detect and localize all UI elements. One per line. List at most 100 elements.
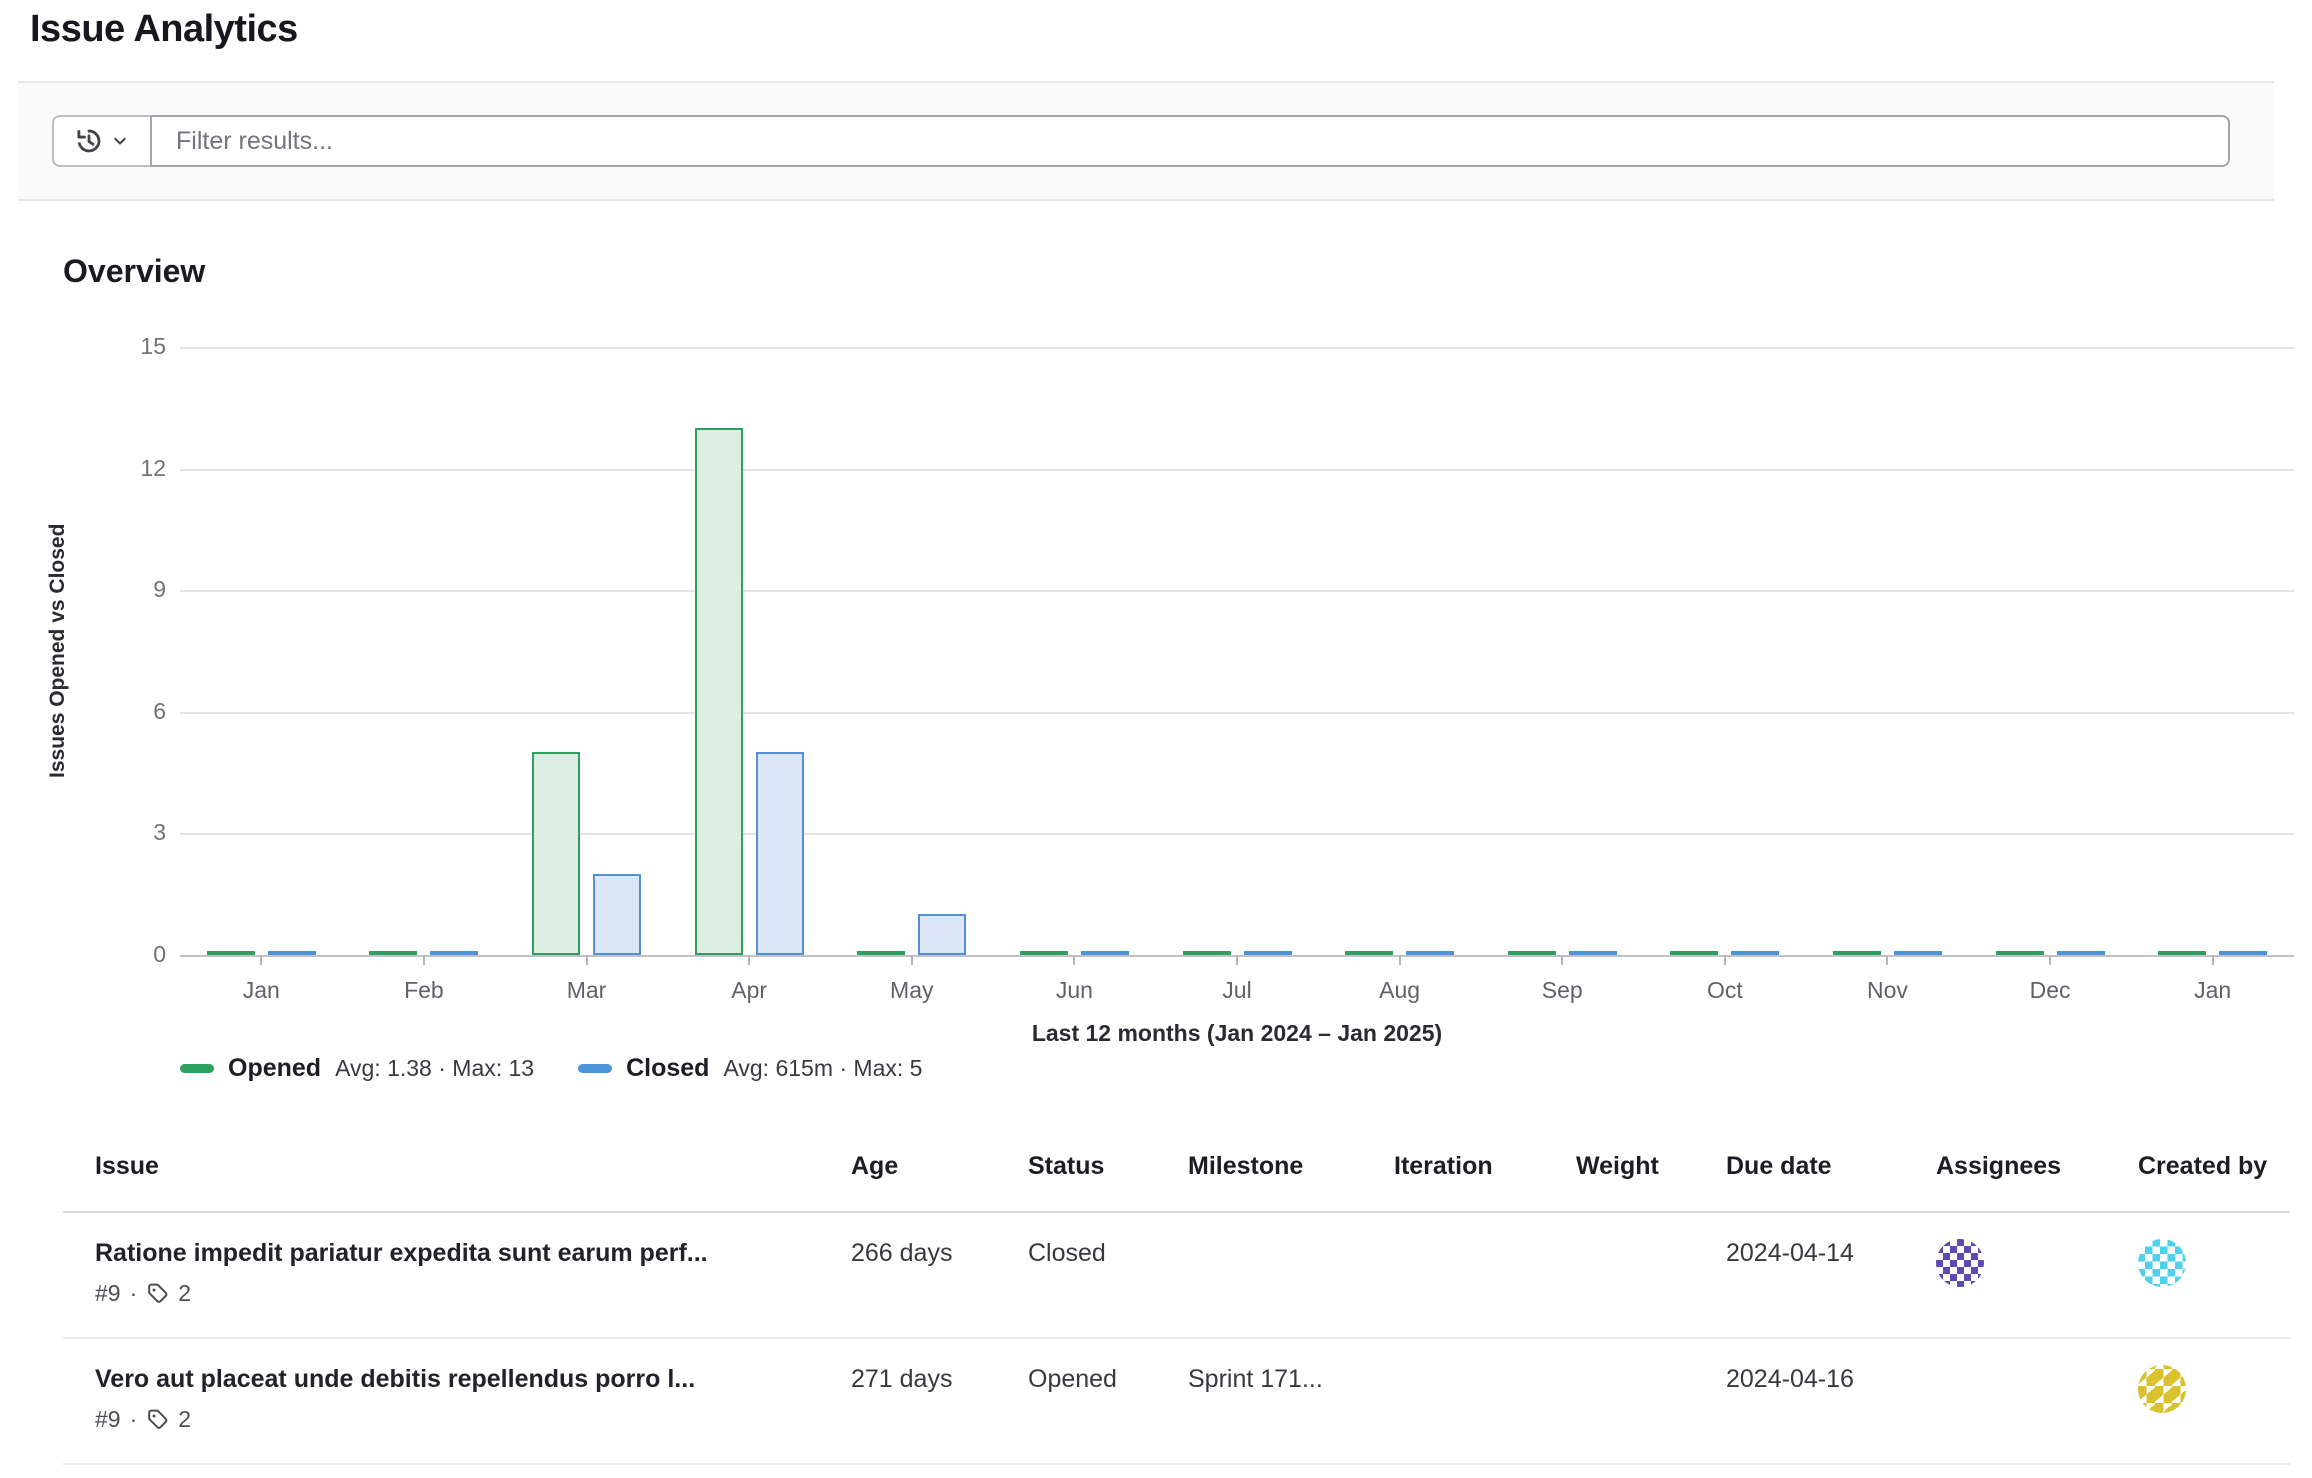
assignees-cell: [1920, 1212, 2122, 1339]
x-axis-label: Last 12 months (Jan 2024 – Jan 2025): [1031, 1020, 1443, 1046]
x-tick-0: [260, 955, 263, 965]
bar-closed-feb-1[interactable]: [430, 951, 479, 955]
y-tick-3: 3: [153, 819, 166, 846]
month-label-jun-5: Jun: [1055, 977, 1093, 1003]
bar-opened-jan-0[interactable]: [206, 951, 255, 955]
age-cell: 271 days: [835, 1338, 1012, 1465]
x-tick-8: [1561, 955, 1564, 965]
bar-opened-may-4[interactable]: [857, 951, 906, 955]
bar-closed-jul-6[interactable]: [1243, 951, 1292, 955]
page-title: Issue Analytics: [30, 8, 298, 50]
month-label-jan-12: Jan: [2194, 977, 2232, 1003]
labels-icon: [146, 1282, 169, 1305]
month-label-sep-8: Sep: [1541, 977, 1583, 1003]
column-created-by: Created by: [2122, 1122, 2290, 1213]
issue-cell: Vero aut placeat unde debitis repellendu…: [63, 1338, 835, 1465]
table-row: Vero aut placeat unde debitis repellendu…: [63, 1338, 2290, 1465]
weight-cell: [1560, 1212, 1710, 1339]
bar-opened-jan-12[interactable]: [2158, 951, 2207, 955]
bar-closed-nov-10[interactable]: [1893, 951, 1942, 955]
age-cell: 266 days: [835, 1212, 1012, 1339]
legend-closed-label[interactable]: Closed: [626, 1054, 710, 1082]
column-assignees: Assignees: [1920, 1122, 2122, 1213]
x-tick-11: [2049, 955, 2052, 965]
bar-opened-aug-7[interactable]: [1345, 951, 1394, 955]
bar-opened-apr-3[interactable]: [694, 428, 743, 955]
issue-meta: #9 · 2: [95, 1406, 819, 1433]
issue-ref: #9: [95, 1280, 121, 1306]
column-age: Age: [835, 1122, 1012, 1213]
assignee-avatar[interactable]: [1936, 1239, 1984, 1287]
bar-closed-oct-9[interactable]: [1731, 951, 1780, 955]
filter-history-button[interactable]: [52, 115, 150, 167]
status-cell: Closed: [1012, 1212, 1172, 1339]
created-by-avatar[interactable]: [2138, 1365, 2186, 1413]
grid-line-15: [180, 347, 2294, 349]
legend-opened-label[interactable]: Opened: [228, 1054, 322, 1082]
bar-opened-nov-10[interactable]: [1832, 951, 1881, 955]
bar-closed-aug-7[interactable]: [1406, 951, 1455, 955]
filter-bar: [18, 81, 2274, 201]
assignees-cell: [1920, 1338, 2122, 1465]
column-iteration: Iteration: [1378, 1122, 1560, 1213]
month-label-feb-1: Feb: [404, 977, 444, 1003]
month-label-may-4: May: [890, 977, 934, 1003]
x-tick-6: [1236, 955, 1238, 965]
table-header-row: Issue Age Status Milestone Iteration Wei…: [63, 1122, 2290, 1213]
chart-legend: Opened Avg: 1.38 · Max: 13 Closed Avg: 6…: [180, 1054, 966, 1083]
y-tick-9: 9: [153, 576, 166, 603]
status-cell: Opened: [1012, 1338, 1172, 1465]
legend-opened-stats: Avg: 1.38 · Max: 13: [335, 1055, 535, 1081]
bar-closed-jan-12[interactable]: [2219, 951, 2268, 955]
column-weight: Weight: [1560, 1122, 1710, 1213]
issues-table: Issue Age Status Milestone Iteration Wei…: [63, 1122, 2290, 1465]
meta-separator: ·: [129, 1280, 138, 1306]
bar-closed-sep-8[interactable]: [1568, 951, 1617, 955]
table-row: Ratione impedit pariatur expedita sunt e…: [63, 1212, 2290, 1339]
x-tick-1: [422, 955, 425, 965]
issue-title-link[interactable]: Ratione impedit pariatur expedita sunt e…: [95, 1239, 708, 1267]
x-tick-12: [2211, 955, 2214, 965]
month-label-aug-7: Aug: [1379, 977, 1421, 1003]
y-tick-15: 15: [140, 333, 166, 359]
y-tick-6: 6: [153, 697, 166, 724]
legend-opened-swatch[interactable]: [180, 1064, 214, 1073]
month-label-nov-10: Nov: [1866, 977, 1908, 1003]
x-tick-10: [1886, 955, 1889, 965]
x-tick-7: [1398, 955, 1401, 965]
month-label-oct-9: Oct: [1706, 977, 1743, 1003]
bar-opened-feb-1[interactable]: [369, 951, 418, 955]
month-label-mar-2: Mar: [566, 977, 607, 1003]
bar-opened-jun-5[interactable]: [1019, 951, 1068, 955]
bar-closed-dec-11[interactable]: [2056, 951, 2105, 955]
y-axis-title: Issues Opened vs Closed: [46, 523, 69, 779]
bar-opened-oct-9[interactable]: [1670, 951, 1719, 955]
x-tick-3: [748, 955, 751, 965]
bar-closed-jun-5[interactable]: [1080, 951, 1129, 955]
milestone-cell: Sprint 171...: [1172, 1338, 1378, 1465]
issue-title-link[interactable]: Vero aut placeat unde debitis repellendu…: [95, 1365, 696, 1393]
y-tick-12: 12: [140, 454, 166, 481]
bar-closed-jan-0[interactable]: [267, 951, 316, 955]
bar-opened-dec-11[interactable]: [1995, 951, 2044, 955]
bar-closed-may-4[interactable]: [918, 914, 967, 955]
legend-closed-swatch[interactable]: [578, 1064, 613, 1073]
milestone-cell: [1172, 1212, 1378, 1339]
y-tick-0: 0: [153, 941, 166, 967]
bar-closed-apr-3[interactable]: [755, 752, 804, 955]
column-due-date: Due date: [1710, 1122, 1920, 1213]
due-date-cell: 2024-04-14: [1710, 1212, 1920, 1339]
bar-closed-mar-2[interactable]: [593, 873, 642, 955]
created-by-avatar[interactable]: [2138, 1239, 2186, 1287]
month-label-apr-3: Apr: [731, 977, 768, 1003]
bar-opened-mar-2[interactable]: [532, 752, 581, 955]
history-icon: [74, 126, 104, 156]
bar-opened-jul-6[interactable]: [1182, 951, 1231, 955]
column-issue: Issue: [63, 1122, 835, 1213]
bar-opened-sep-8[interactable]: [1507, 951, 1556, 955]
created-by-cell: [2122, 1338, 2290, 1465]
x-tick-5: [1073, 955, 1076, 965]
month-label-dec-11: Dec: [2029, 977, 2071, 1003]
filter-results-input[interactable]: [150, 115, 2230, 167]
iteration-cell: [1378, 1338, 1560, 1465]
